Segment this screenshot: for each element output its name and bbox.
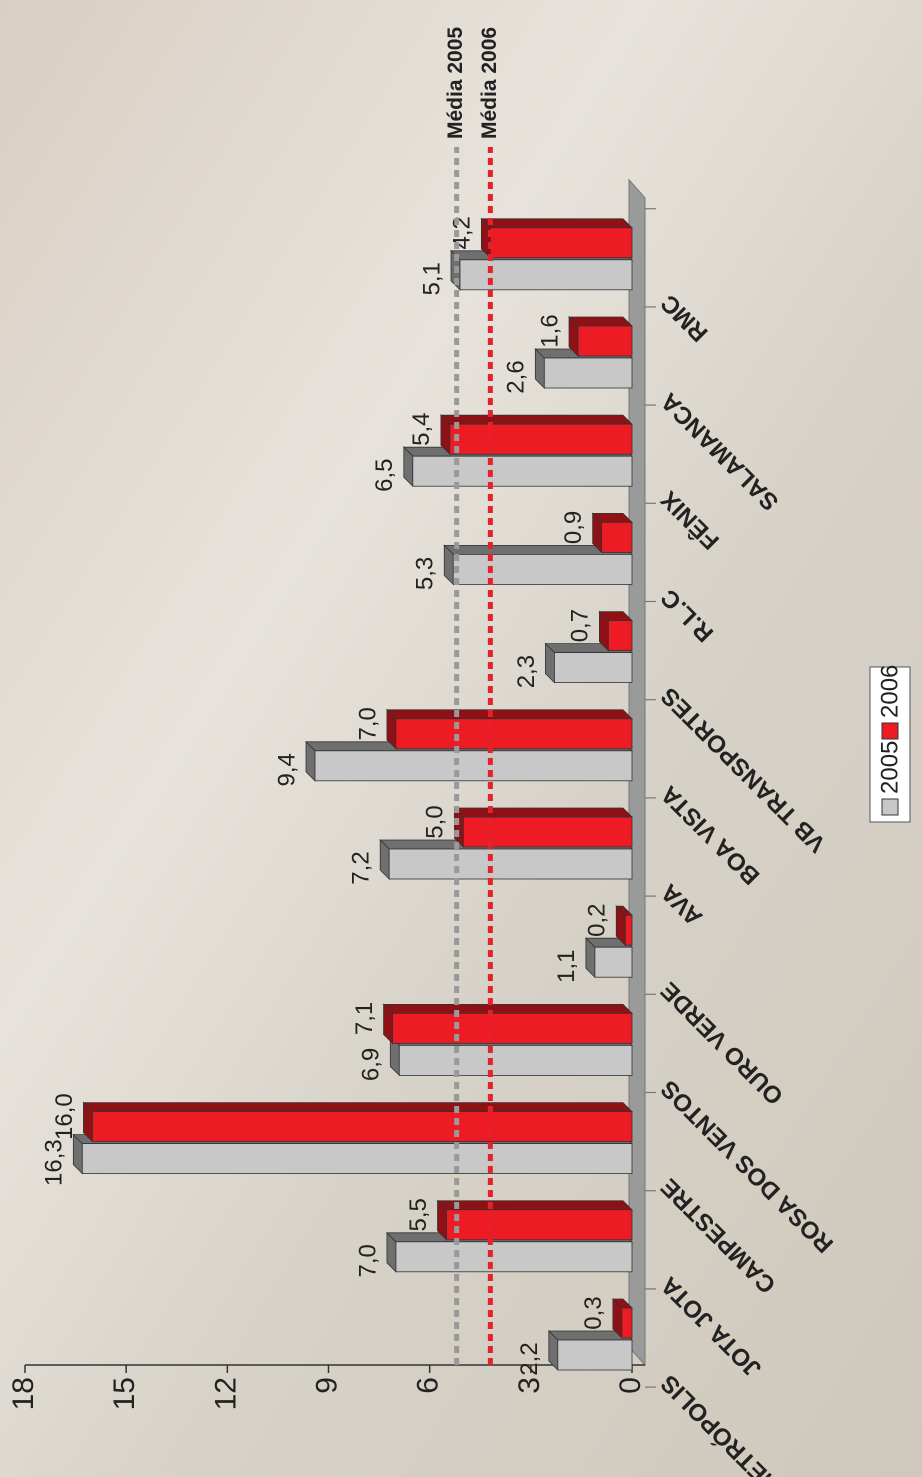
bar-side <box>568 316 633 327</box>
value-label: 1,1 <box>553 950 580 983</box>
bar <box>621 1307 633 1339</box>
bar <box>388 848 633 880</box>
value-label: 7,0 <box>354 707 381 740</box>
y-tick-label: 9 <box>310 1377 343 1394</box>
y-tick-label: 12 <box>209 1377 242 1410</box>
value-label: 6,9 <box>358 1048 385 1081</box>
value-label: 0,7 <box>567 609 594 642</box>
bar <box>624 914 633 946</box>
bar <box>395 718 633 750</box>
bar <box>92 1111 633 1143</box>
y-tick-label: 0 <box>614 1377 647 1394</box>
value-label: 2,2 <box>516 1342 543 1375</box>
floor <box>628 178 646 1367</box>
value-label: 5,4 <box>408 413 435 446</box>
value-label: 6,5 <box>371 459 398 492</box>
bar-side <box>439 414 633 425</box>
mean-label: Média 2006 <box>478 27 501 139</box>
bar <box>412 455 633 487</box>
bar <box>398 1044 633 1076</box>
bar-side <box>385 709 633 720</box>
mean-label: Média 2005 <box>444 27 467 139</box>
bar-side <box>453 807 633 818</box>
value-label: 2,3 <box>513 655 540 688</box>
value-label: 1,6 <box>536 314 563 347</box>
bar <box>462 816 633 848</box>
legend-box <box>869 666 911 823</box>
bar <box>594 946 633 978</box>
y-tick-label: 3 <box>513 1377 546 1394</box>
bar <box>314 750 633 782</box>
bar <box>452 554 633 585</box>
legend-label: 2006 <box>876 665 903 718</box>
bar-side <box>382 1003 633 1014</box>
bar <box>81 1143 633 1175</box>
y-tick-label: 15 <box>108 1377 141 1410</box>
bar <box>446 1209 633 1241</box>
bar <box>392 1012 633 1044</box>
bar <box>543 357 633 389</box>
bar <box>577 325 633 357</box>
bar <box>607 620 633 651</box>
value-label: 5,3 <box>412 557 439 590</box>
value-label: 2,6 <box>503 360 530 393</box>
legend-label: 2005 <box>876 741 903 794</box>
value-label: 7,2 <box>348 851 375 884</box>
legend-swatch <box>881 798 899 816</box>
value-label: 7,1 <box>351 1002 378 1035</box>
value-label: 16,0 <box>51 1093 78 1140</box>
bar-side <box>480 218 633 229</box>
bar <box>449 423 633 455</box>
bar <box>489 227 633 259</box>
bar <box>557 1339 633 1371</box>
value-label: 0,3 <box>580 1296 607 1329</box>
value-label: 16,3 <box>41 1139 68 1186</box>
value-label: 0,9 <box>560 511 587 544</box>
bar-side <box>82 1102 633 1113</box>
value-label: 0,2 <box>584 904 611 937</box>
y-tick-label: 18 <box>7 1377 40 1410</box>
bar <box>601 522 633 553</box>
value-label: 5,0 <box>422 805 449 838</box>
value-label: 5,5 <box>405 1198 432 1231</box>
value-label: 4,2 <box>449 216 476 249</box>
value-label: 5,1 <box>418 262 445 295</box>
legend-swatch <box>881 722 899 740</box>
y-tick-label: 6 <box>412 1377 445 1394</box>
value-label: 7,0 <box>354 1244 381 1277</box>
bar-side <box>436 1200 633 1211</box>
value-label: 9,4 <box>273 753 300 786</box>
bar <box>554 652 633 683</box>
bar <box>395 1241 633 1273</box>
bar <box>459 259 633 291</box>
